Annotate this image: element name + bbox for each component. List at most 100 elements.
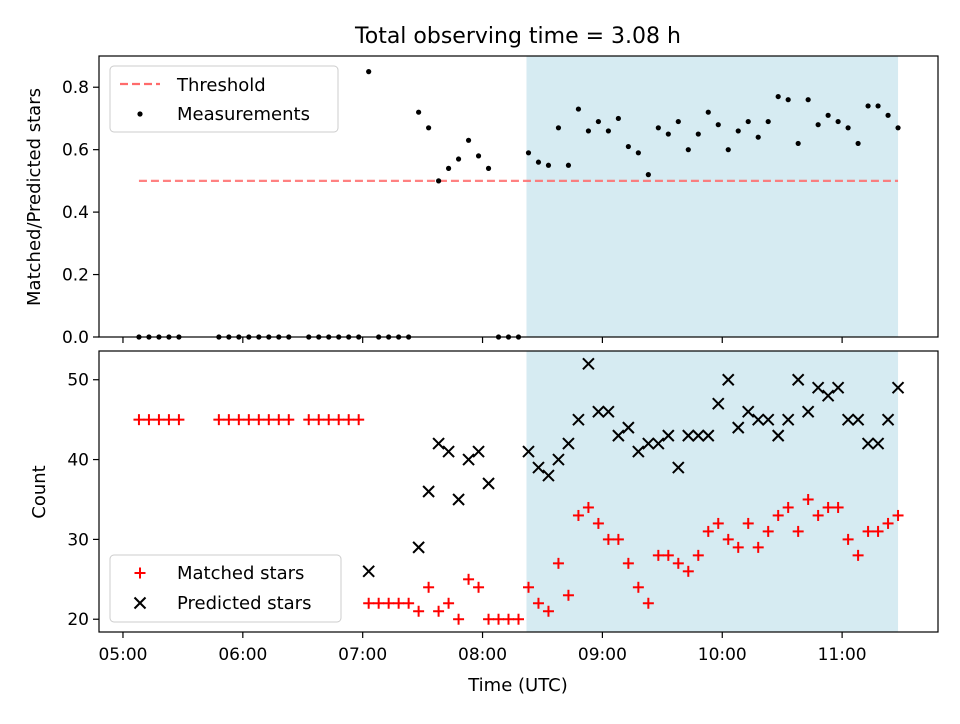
- measurement-point: [416, 109, 422, 115]
- predicted-star-point: [482, 477, 495, 490]
- bottom-y-axis-label: Count: [29, 465, 50, 518]
- predicted-star-point-b: [452, 493, 465, 506]
- bottom-y-tick-label: 30: [67, 530, 89, 550]
- predicted-star-point: [422, 485, 435, 498]
- matched-star-point: [163, 414, 175, 426]
- measurement-point: [695, 131, 701, 137]
- measurement-point: [535, 159, 542, 165]
- bottom-y-tick-label: 40: [67, 451, 89, 471]
- matched-star-point: [463, 573, 475, 585]
- top-observing-span: [526, 56, 899, 337]
- predicted-star-point: [781, 413, 795, 426]
- predicted-star-point-b: [572, 413, 585, 426]
- measurement-point: [655, 125, 661, 131]
- predicted-star-point: [642, 437, 655, 450]
- bottom-panel: 20 30 40 50 05:00 06:00 07:00 08:00 09:00 10:00 1…: [29, 350, 939, 696]
- predicted-star-point-b: [612, 429, 625, 442]
- matched-star-point: [872, 525, 884, 537]
- matched-star-point: [363, 597, 375, 609]
- predicted-star-point-b: [622, 421, 635, 434]
- measurement-point: [445, 165, 452, 171]
- measurement-point: [885, 112, 891, 118]
- measurement-point: [765, 118, 771, 125]
- matched-star-point: [832, 501, 844, 513]
- predicted-star-point-b: [702, 429, 715, 442]
- matched-star-point: [792, 525, 804, 537]
- measurement-point: [845, 125, 851, 131]
- predicted-star-point-b: [662, 429, 675, 442]
- predicted-star-point: [821, 389, 835, 402]
- measurement-point: [465, 137, 472, 143]
- measurement-point: [455, 156, 462, 162]
- matched-star-point: [473, 581, 485, 593]
- predicted-star-point: [742, 405, 755, 418]
- predicted-star-point-b: [672, 461, 685, 474]
- predicted-star-point-b: [831, 381, 845, 394]
- legend-x-marker: [133, 596, 147, 610]
- measurement-point: [485, 165, 492, 171]
- predicted-star-point-b: [632, 445, 645, 458]
- predicted-star-point: [662, 429, 675, 442]
- matched-star-point: [522, 581, 534, 593]
- predicted-star-point: [362, 565, 375, 578]
- predicted-star-point: [722, 373, 735, 386]
- matched-star-point: [742, 517, 754, 529]
- top-y-tick-label: 0.2: [62, 266, 89, 286]
- matched-star-point: [692, 549, 704, 561]
- top-panel: 0.00.20.40.60.8 Matched/Predicted stars …: [24, 55, 939, 348]
- matched-star-point: [572, 509, 584, 521]
- bottom-legend-box: [109, 554, 342, 623]
- matched-star-point: [882, 517, 894, 529]
- predicted-star-point-b: [642, 437, 655, 450]
- legend-threshold-label: Threshold: [176, 75, 266, 96]
- predicted-star-point-b: [771, 429, 785, 442]
- predicted-star-point: [652, 437, 665, 450]
- matched-star-point: [253, 414, 265, 426]
- matched-star-point: [722, 533, 734, 545]
- measurement-point: [565, 162, 572, 168]
- predicted-star-point-b: [791, 373, 805, 386]
- bottom-x-tick-label: 08:00: [458, 645, 507, 665]
- measurement-point: [775, 93, 781, 100]
- matched-star-point: [682, 565, 694, 577]
- predicted-star-point: [752, 413, 765, 426]
- predicted-star-point: [831, 381, 845, 394]
- top-y-tick-label: 0.8: [62, 78, 89, 98]
- predicted-star-point: [562, 437, 575, 450]
- predicted-star-point: [442, 445, 455, 458]
- top-legend: Threshold Measurements: [109, 65, 339, 133]
- bottom-y-ticks: 20 30 40 50: [67, 371, 99, 630]
- predicted-star-point: [851, 413, 865, 426]
- matched-star-point: [273, 414, 285, 426]
- predicted-star-point-b: [562, 437, 575, 450]
- measurement-point: [426, 125, 432, 131]
- chart-title: Total observing time = 3.08 h: [354, 24, 681, 49]
- bottom-legend: Matched stars Predicted stars: [109, 554, 342, 623]
- matched-star-point: [822, 501, 834, 513]
- matched-star-point: [732, 541, 744, 553]
- predicted-star-point-b: [432, 437, 445, 450]
- matched-star-point: [632, 581, 644, 593]
- predicted-star-point-b: [582, 357, 595, 370]
- predicted-star-point-b: [442, 445, 455, 458]
- top-x-ticks: [122, 337, 843, 343]
- predicted-star-point: [861, 437, 875, 450]
- matched-star-point: [772, 509, 784, 521]
- matched-star-point: [532, 597, 544, 609]
- matched-star-point: [313, 414, 325, 426]
- predicted-star-point-b: [841, 413, 855, 426]
- predicted-star-point: [771, 429, 785, 442]
- measurement-point: [475, 153, 482, 159]
- predicted-star-point: [712, 397, 725, 410]
- top-y-tick-label: 0.0: [62, 328, 89, 348]
- top-axes-frame: [98, 55, 939, 338]
- matched-star-point: [213, 414, 225, 426]
- measurement-point: [675, 118, 681, 125]
- predicted-star-point: [522, 445, 535, 458]
- bottom-x-tick-label: 11:00: [818, 645, 867, 665]
- matched-star-point: [842, 533, 854, 545]
- matched-star-point: [333, 414, 345, 426]
- top-y-ticks: 0.0 0.2 0.4 0.6 0.8: [62, 78, 99, 348]
- predicted-star-point-b: [482, 477, 495, 490]
- predicted-star-point: [632, 445, 645, 458]
